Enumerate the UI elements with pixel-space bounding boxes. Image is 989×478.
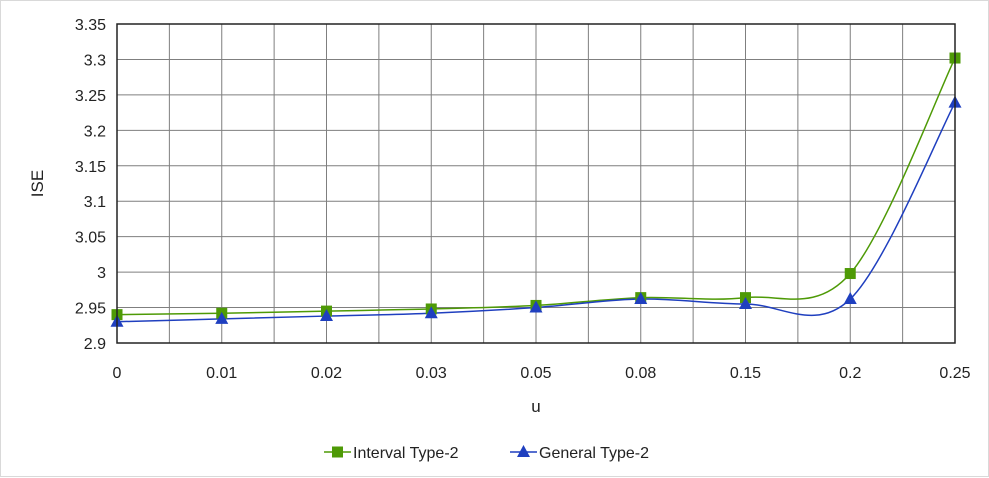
plot-border (116, 23, 956, 344)
x-tick-label: 0.03 (416, 365, 447, 382)
y-tick-labels: 2.9 2.95 3 3.05 3.1 3.15 3.2 3.25 3.3 3.35 (75, 17, 106, 353)
y-tick-label: 3 (97, 265, 106, 282)
y-tick-label: 3.2 (84, 123, 106, 140)
x-tick-label: 0 (113, 365, 122, 382)
marker-general-type-2 (634, 292, 648, 305)
x-tick-label: 0.08 (625, 365, 656, 382)
x-tick-label: 0.05 (520, 365, 551, 382)
y-tick-label: 3.3 (84, 52, 106, 69)
marker-general-type-2 (739, 297, 752, 310)
legend-marker-general-type-2 (517, 445, 530, 457)
marker-general-type-2 (424, 306, 438, 319)
marker-general-type-2 (529, 300, 543, 313)
y-tick-label: 3.15 (75, 159, 106, 176)
x-tick-label: 0.15 (730, 365, 761, 382)
y-axis-title: ISE (28, 170, 47, 197)
marker-general-type-2 (843, 292, 857, 305)
y-tick-label: 3.25 (75, 88, 106, 105)
y-tick-label: 3.35 (75, 17, 106, 34)
legend-label-general-type-2: General Type-2 (539, 445, 649, 462)
legend-label-interval-type-2: Interval Type-2 (353, 445, 459, 462)
y-tick-label: 3.1 (84, 194, 106, 211)
marker-interval-type-2 (844, 268, 856, 280)
y-tick-label: 2.9 (84, 336, 106, 353)
x-tick-label: 0.2 (839, 365, 861, 382)
legend-marker-interval-type-2 (332, 446, 343, 458)
legend: Interval Type-2 General Type-2 (324, 445, 649, 462)
x-tick-label: 0.02 (311, 365, 342, 382)
y-tick-label: 3.05 (75, 230, 106, 247)
x-tick-labels: 0 0.01 0.02 0.03 0.05 0.08 0.15 0.2 0.25 (113, 365, 971, 382)
y-tick-label: 2.95 (75, 301, 106, 318)
series-markers (110, 52, 962, 327)
grid (116, 23, 956, 344)
marker-general-type-2 (215, 311, 229, 324)
x-tick-label: 0.25 (939, 365, 970, 382)
x-tick-label: 0.01 (206, 365, 237, 382)
marker-general-type-2 (320, 309, 333, 322)
x-axis-title: u (531, 397, 540, 416)
